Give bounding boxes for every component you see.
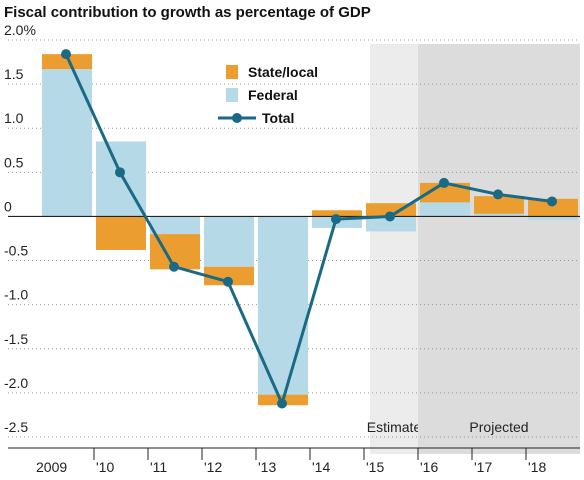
y-tick-label-2-0: -2.0 — [4, 375, 28, 391]
total-point-18 — [547, 196, 557, 207]
x-tick-label-12: '12 — [204, 459, 222, 475]
legend-label-total: Total — [262, 110, 294, 126]
chart-title: Fiscal contribution to growth as percent… — [4, 4, 371, 21]
total-line-layer — [61, 49, 557, 409]
shaded-region-projected — [418, 44, 580, 454]
legend-label-federal: Federal — [248, 87, 298, 103]
axis-ticks: 2.0% 1.5 1.0 0.5 0 -0.5 -1.0 -1.5 -2.0 -2.5 2009 '1… — [4, 22, 580, 475]
shaded-region-estimate — [370, 44, 418, 454]
y-tick-label-1-0: 1.0 — [4, 110, 24, 126]
total-point-16 — [439, 177, 449, 188]
bar-federal-16 — [420, 202, 470, 217]
total-point-13 — [277, 398, 287, 409]
y-tick-label-1-5: -1.5 — [4, 331, 28, 347]
legend-label-state-local: State/local — [248, 64, 318, 80]
shaded-region-label-projected: Projected — [469, 419, 528, 435]
bar-state-local-18 — [528, 198, 578, 217]
bar-state-local-16 — [420, 182, 470, 203]
total-line — [64, 53, 553, 405]
legend-swatch-state-local — [226, 65, 238, 79]
shaded-region-label-estimate: Estimate — [367, 419, 422, 435]
total-point-14 — [331, 214, 341, 225]
x-tick-label-15: '15 — [366, 459, 384, 475]
x-tick-label-10: '10 — [96, 459, 114, 475]
legend: State/local Federal Total — [218, 64, 318, 126]
legend-swatch-federal — [226, 88, 238, 102]
total-point-10 — [115, 167, 125, 178]
bar-federal-11 — [150, 216, 200, 235]
shaded-regions: Estimate Projected — [367, 44, 580, 454]
bar-state-local-17 — [474, 196, 524, 214]
total-point-11 — [169, 261, 179, 272]
total-point-17 — [493, 189, 503, 200]
gridlines — [8, 39, 580, 438]
bar-state-local-14 — [312, 210, 362, 217]
bar-federal-17 — [474, 213, 524, 217]
x-tick-label-11: '11 — [150, 459, 167, 475]
bar-state-local-12 — [204, 266, 254, 286]
total-point-15 — [385, 211, 395, 222]
x-tick-label-17: '17 — [474, 459, 492, 475]
total-point-12 — [223, 276, 233, 287]
y-tick-label-0-5: 0.5 — [4, 154, 24, 170]
x-tick-label-14: '14 — [312, 459, 330, 475]
bar-federal-18 — [528, 216, 578, 220]
legend-marker-total — [232, 113, 242, 123]
bar-federal-12 — [204, 216, 254, 267]
bar-federal-15 — [366, 216, 416, 232]
bar-state-local-10 — [96, 216, 146, 250]
x-tick-label-18: '18 — [528, 459, 546, 475]
x-tick-label-2009: 2009 — [36, 459, 67, 475]
bars — [42, 54, 578, 406]
y-tick-label-2-5: -2.5 — [4, 419, 28, 435]
total-point-2009 — [61, 49, 71, 60]
y-tick-label-2-0: 2.0% — [4, 22, 36, 38]
bar-state-local-2009 — [42, 54, 92, 70]
x-tick-label-13: '13 — [258, 459, 276, 475]
x-tick-label-16: '16 — [420, 459, 438, 475]
y-tick-label-1-0: -1.0 — [4, 287, 28, 303]
y-tick-label-1-5: 1.5 — [4, 66, 24, 82]
y-tick-label-0-5: -0.5 — [4, 243, 28, 259]
y-tick-label-0: 0 — [4, 198, 12, 214]
